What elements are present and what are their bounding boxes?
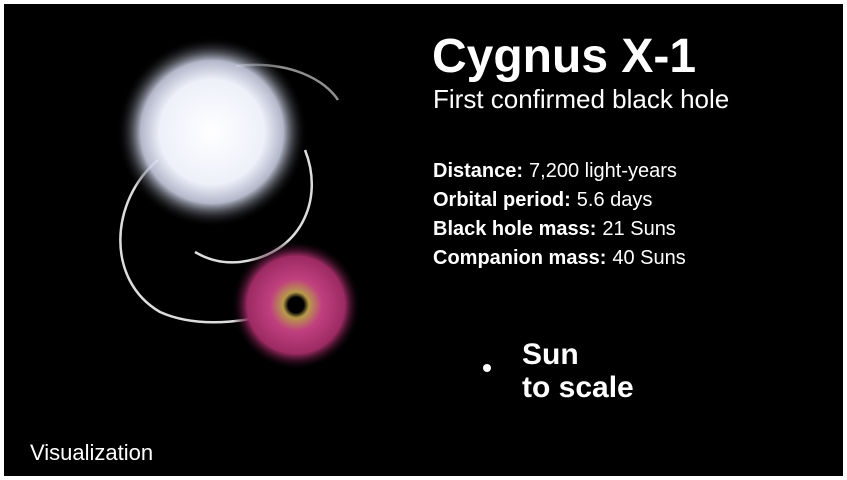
title: Cygnus X-1	[432, 30, 696, 83]
footer-label: Visualization	[30, 440, 153, 465]
black-hole	[290, 299, 302, 311]
subtitle: First confirmed black hole	[433, 84, 729, 114]
scale-note: to scale	[522, 371, 634, 404]
fact-value: 40 Suns	[612, 247, 685, 269]
fact: Companion mass: 40 Suns	[433, 247, 686, 269]
fact: Orbital period: 5.6 days	[433, 189, 652, 211]
sun-dot	[483, 364, 491, 372]
fact-value: 21 Suns	[602, 218, 675, 240]
companion-star	[117, 37, 307, 227]
fact-label: Distance:	[433, 160, 523, 182]
fact: Distance: 7,200 light-years	[433, 160, 677, 182]
visualization: Cygnus X-1 First confirmed black hole Di…	[0, 0, 847, 480]
fact-value: 7,200 light-years	[529, 160, 677, 182]
fact-label: Orbital period:	[433, 189, 571, 211]
fact: Black hole mass: 21 Suns	[433, 218, 676, 240]
fact-label: Companion mass:	[433, 247, 606, 269]
page: Cygnus X-1 First confirmed black hole Di…	[0, 0, 847, 480]
background	[4, 4, 843, 476]
scale-note: Sun	[522, 338, 579, 371]
fact-label: Black hole mass:	[433, 218, 596, 240]
fact-value: 5.6 days	[577, 189, 653, 211]
